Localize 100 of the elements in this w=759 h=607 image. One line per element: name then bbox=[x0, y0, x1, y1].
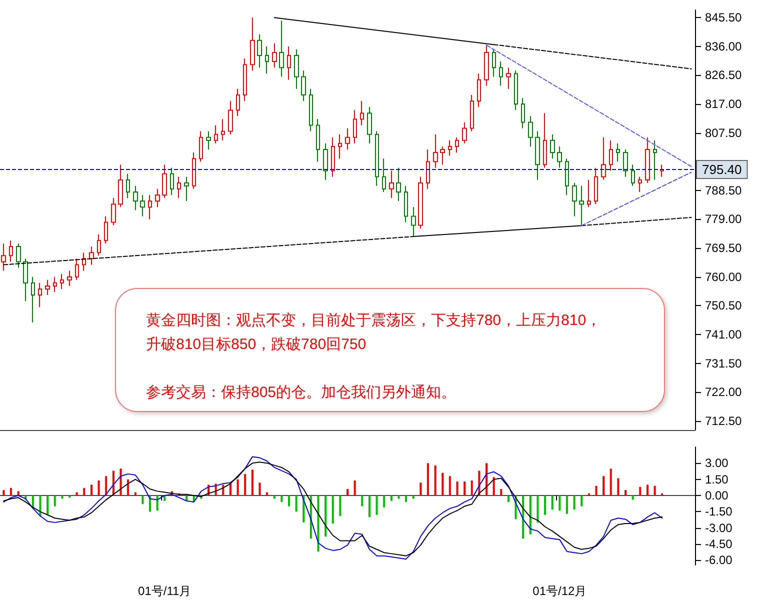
candlestick bbox=[375, 130, 379, 186]
candlestick bbox=[126, 173, 130, 199]
candlestick bbox=[477, 73, 481, 108]
candlestick bbox=[82, 252, 86, 272]
candlestick bbox=[236, 88, 240, 117]
candlestick bbox=[623, 148, 628, 178]
bar bbox=[456, 481, 458, 496]
candlestick bbox=[272, 42, 277, 68]
bar bbox=[76, 492, 78, 496]
candlestick bbox=[426, 148, 430, 190]
candlestick bbox=[97, 234, 101, 256]
candlestick bbox=[279, 20, 284, 78]
bar bbox=[361, 495, 364, 506]
bar bbox=[470, 480, 473, 496]
bar bbox=[273, 495, 276, 499]
candlestick bbox=[353, 110, 357, 144]
candlestick bbox=[250, 17, 255, 72]
candlestick bbox=[433, 134, 438, 168]
ref-line-label: 795.40 bbox=[702, 162, 742, 178]
candlestick bbox=[601, 136, 606, 180]
candlestick bbox=[572, 182, 577, 217]
bar bbox=[98, 480, 100, 496]
candlestick bbox=[323, 142, 328, 180]
candlestick bbox=[214, 124, 218, 144]
y-tick-label: -6.00 bbox=[705, 553, 733, 568]
candlestick bbox=[148, 194, 152, 220]
candlestick bbox=[440, 146, 445, 166]
bar bbox=[405, 495, 408, 502]
candlestick bbox=[309, 88, 313, 132]
y-tick-label: -4.50 bbox=[705, 536, 733, 551]
candlestick bbox=[645, 136, 650, 184]
bar bbox=[522, 495, 524, 539]
y-tick-label: 779.00 bbox=[705, 212, 742, 226]
bar bbox=[492, 477, 495, 496]
candlestick bbox=[631, 164, 635, 186]
candlestick bbox=[140, 194, 145, 217]
candlestick bbox=[301, 70, 306, 102]
bar bbox=[17, 491, 20, 496]
candlestick bbox=[53, 276, 57, 293]
bar bbox=[595, 486, 598, 496]
bar bbox=[536, 495, 539, 522]
bar bbox=[266, 492, 268, 496]
candlestick bbox=[16, 243, 21, 268]
candlestick bbox=[89, 246, 94, 266]
bar bbox=[646, 484, 648, 496]
bar bbox=[566, 495, 568, 514]
candlestick bbox=[389, 170, 394, 199]
bar bbox=[412, 495, 414, 499]
candlestick bbox=[616, 142, 620, 162]
candlestick bbox=[60, 273, 64, 290]
candlestick bbox=[594, 167, 598, 205]
y-tick-label: 807.50 bbox=[705, 126, 742, 140]
bar bbox=[156, 495, 158, 511]
bar bbox=[317, 495, 320, 552]
y-tick-label: 722.00 bbox=[705, 385, 742, 400]
bar bbox=[602, 476, 605, 496]
y-tick-label: 741.00 bbox=[705, 327, 742, 342]
y-tick-label: 788.50 bbox=[705, 183, 742, 198]
candlestick bbox=[521, 97, 525, 129]
y-tick-label: 845.50 bbox=[705, 10, 742, 25]
candlestick bbox=[484, 44, 489, 86]
bar bbox=[442, 472, 444, 496]
bar bbox=[398, 495, 400, 499]
bar bbox=[2, 490, 5, 496]
candlestick bbox=[404, 185, 408, 223]
bar bbox=[354, 480, 356, 496]
candlestick bbox=[228, 100, 233, 135]
bar bbox=[236, 479, 239, 496]
candlestick bbox=[31, 276, 35, 323]
candlestick bbox=[38, 282, 42, 308]
candlestick bbox=[184, 176, 189, 202]
bar bbox=[632, 495, 634, 500]
candlestick bbox=[411, 206, 416, 238]
bar bbox=[83, 488, 86, 496]
candlestick bbox=[609, 140, 613, 172]
x-tick-label: 01号/11月 bbox=[138, 584, 192, 598]
bar bbox=[10, 488, 12, 496]
candlestick bbox=[550, 134, 555, 160]
bar bbox=[68, 495, 70, 498]
bar bbox=[500, 489, 502, 496]
bar bbox=[120, 468, 122, 496]
candlestick bbox=[199, 130, 203, 162]
bar bbox=[258, 482, 261, 496]
candlestick bbox=[360, 100, 364, 126]
bar bbox=[61, 495, 64, 499]
candlestick bbox=[396, 167, 401, 202]
candlestick bbox=[499, 61, 503, 86]
x-tick-label: 01号/12月 bbox=[532, 584, 587, 598]
candlestick bbox=[543, 112, 547, 168]
candlestick bbox=[294, 48, 299, 90]
bar bbox=[624, 490, 626, 496]
bar bbox=[339, 495, 342, 516]
y-tick-label: 750.50 bbox=[705, 298, 742, 313]
candlestick bbox=[492, 48, 496, 78]
bar bbox=[507, 495, 510, 502]
candlestick bbox=[418, 176, 423, 229]
bar bbox=[295, 495, 298, 512]
bar bbox=[551, 495, 554, 510]
bar bbox=[376, 495, 378, 515]
candlestick bbox=[243, 58, 247, 102]
